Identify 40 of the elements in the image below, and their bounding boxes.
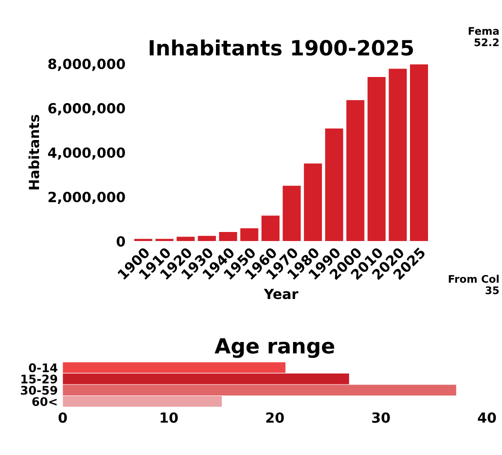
y-tick-label: 0-14 [28,363,58,372]
y-tick-label: 0 [116,236,125,247]
bar [240,228,258,242]
bar [325,128,344,242]
bar [134,238,152,242]
x-axis-title: Year [264,288,298,300]
bar [262,216,280,242]
text: 35 [486,286,499,294]
chart-title: Inhabitants 1900-2025 [150,40,413,56]
bar [368,77,386,242]
bar [410,64,428,242]
bar [198,236,216,242]
bar [62,396,222,407]
y-axis-title: Habitants [28,114,40,190]
y-tick-label: 6,000,000 [48,103,125,116]
bar [62,373,350,384]
y-tick-label: 2,000,000 [48,192,125,204]
x-tick-label: 20 [266,412,284,423]
bar [282,186,301,242]
y-tick-label: 60< [32,397,57,406]
text: Fema [468,27,499,35]
x-tick-label: 10 [160,412,178,423]
bar [346,100,364,242]
y-tick-label: 15-29 [21,374,58,384]
y-tick-label: 4,000,000 [48,147,125,160]
y-tick-label: 30-59 [20,386,58,395]
text: From Col [448,274,499,283]
x-tick-label: 0 [58,412,67,423]
bar [155,238,174,242]
bar [62,362,286,373]
bar [388,68,407,242]
chart-title: Age range [214,338,334,358]
x-tick-label: 30 [372,412,390,423]
bar [304,164,322,242]
bar [62,384,456,396]
x-tick-label: 40 [478,412,496,423]
bar [176,236,195,242]
y-tick-label: 8,000,000 [48,58,125,71]
text: 52.2 [474,38,499,46]
bar [219,232,238,242]
